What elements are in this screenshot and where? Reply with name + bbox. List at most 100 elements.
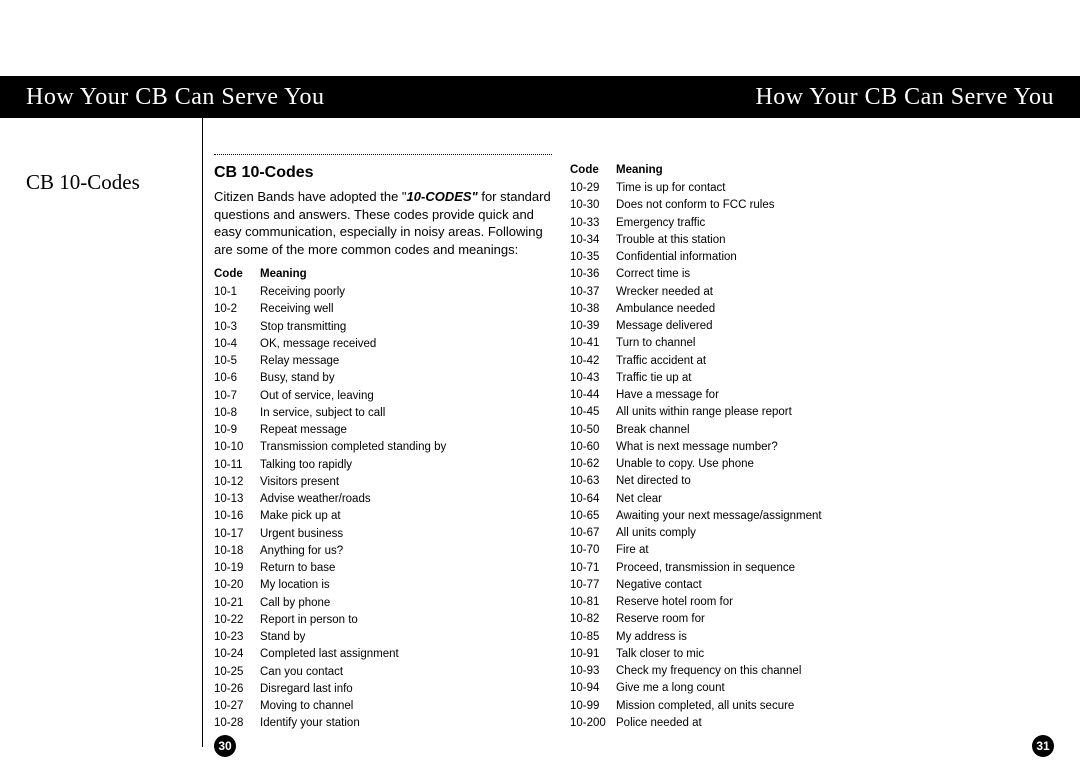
code-row: 10-37Wrecker needed at bbox=[570, 284, 1010, 301]
code-row: 10-45All units within range please repor… bbox=[570, 404, 1010, 421]
code-row: 10-28Identify your station bbox=[214, 715, 552, 732]
code-row: 10-25Can you contact bbox=[214, 664, 552, 681]
meaning-cell: Make pick up at bbox=[260, 508, 552, 525]
meaning-cell: Net clear bbox=[616, 491, 1010, 508]
meaning-cell: Unable to copy. Use phone bbox=[616, 456, 1010, 473]
code-row: 10-41Turn to channel bbox=[570, 335, 1010, 352]
codes-right-list: 10-29Time is up for contact10-30Does not… bbox=[570, 180, 1010, 732]
code-cell: 10-20 bbox=[214, 577, 260, 594]
code-row: 10-23Stand by bbox=[214, 629, 552, 646]
code-row: 10-6Busy, stand by bbox=[214, 370, 552, 387]
code-row: 10-64Net clear bbox=[570, 491, 1010, 508]
code-cell: 10-36 bbox=[570, 266, 616, 283]
code-row: 10-26Disregard last info bbox=[214, 681, 552, 698]
code-row: 10-5Relay message bbox=[214, 353, 552, 370]
meaning-cell: All units comply bbox=[616, 525, 1010, 542]
meaning-cell: Awaiting your next message/assignment bbox=[616, 508, 1010, 525]
code-cell: 10-63 bbox=[570, 473, 616, 490]
code-cell: 10-94 bbox=[570, 680, 616, 697]
meaning-cell: Relay message bbox=[260, 353, 552, 370]
code-row: 10-34Trouble at this station bbox=[570, 232, 1010, 249]
code-cell: 10-2 bbox=[214, 301, 260, 318]
code-row: 10-13Advise weather/roads bbox=[214, 491, 552, 508]
meaning-cell: Ambulance needed bbox=[616, 301, 1010, 318]
code-cell: 10-67 bbox=[570, 525, 616, 542]
meaning-cell: Busy, stand by bbox=[260, 370, 552, 387]
meaning-cell: Turn to channel bbox=[616, 335, 1010, 352]
code-cell: 10-12 bbox=[214, 474, 260, 491]
code-cell: 10-93 bbox=[570, 663, 616, 680]
meaning-cell: Correct time is bbox=[616, 266, 1010, 283]
code-cell: 10-22 bbox=[214, 612, 260, 629]
code-row: 10-19Return to base bbox=[214, 560, 552, 577]
meaning-cell: Traffic accident at bbox=[616, 353, 1010, 370]
meaning-cell: Urgent business bbox=[260, 526, 552, 543]
code-cell: 10-5 bbox=[214, 353, 260, 370]
sidebar-title: CB 10-Codes bbox=[26, 170, 140, 195]
code-header: Code bbox=[214, 268, 260, 280]
code-row: 10-2Receiving well bbox=[214, 301, 552, 318]
meaning-cell: Message delivered bbox=[616, 318, 1010, 335]
code-row: 10-77Negative contact bbox=[570, 577, 1010, 594]
codes-left-list: 10-1Receiving poorly10-2Receiving well10… bbox=[214, 284, 552, 733]
meaning-cell: Give me a long count bbox=[616, 680, 1010, 697]
code-cell: 10-45 bbox=[570, 404, 616, 421]
code-row: 10-4OK, message received bbox=[214, 336, 552, 353]
code-row: 10-29Time is up for contact bbox=[570, 180, 1010, 197]
meaning-cell: Trouble at this station bbox=[616, 232, 1010, 249]
meaning-cell: Moving to channel bbox=[260, 698, 552, 715]
code-cell: 10-43 bbox=[570, 370, 616, 387]
code-row: 10-62Unable to copy. Use phone bbox=[570, 456, 1010, 473]
code-cell: 10-62 bbox=[570, 456, 616, 473]
code-cell: 10-24 bbox=[214, 646, 260, 663]
code-cell: 10-7 bbox=[214, 388, 260, 405]
table-header-left: CodeMeaning bbox=[214, 268, 552, 280]
meaning-cell: Repeat message bbox=[260, 422, 552, 439]
content-area: CB 10-Codes CB 10-Codes Citizen Bands ha… bbox=[0, 118, 1080, 777]
meaning-cell: My address is bbox=[616, 629, 1010, 646]
intro-pre: Citizen Bands have adopted the " bbox=[214, 189, 407, 204]
code-cell: 10-17 bbox=[214, 526, 260, 543]
header-title-left: How Your CB Can Serve You bbox=[26, 84, 325, 111]
code-row: 10-10Transmission completed standing by bbox=[214, 439, 552, 456]
meaning-cell: Stop transmitting bbox=[260, 319, 552, 336]
code-row: 10-93Check my frequency on this channel bbox=[570, 663, 1010, 680]
code-cell: 10-10 bbox=[214, 439, 260, 456]
meaning-cell: Mission completed, all units secure bbox=[616, 698, 1010, 715]
code-row: 10-1Receiving poorly bbox=[214, 284, 552, 301]
code-cell: 10-71 bbox=[570, 560, 616, 577]
code-cell: 10-81 bbox=[570, 594, 616, 611]
code-cell: 10-39 bbox=[570, 318, 616, 335]
code-row: 10-3Stop transmitting bbox=[214, 319, 552, 336]
code-row: 10-16Make pick up at bbox=[214, 508, 552, 525]
meaning-header: Meaning bbox=[616, 164, 663, 176]
code-cell: 10-33 bbox=[570, 215, 616, 232]
code-row: 10-11Talking too rapidly bbox=[214, 457, 552, 474]
meaning-cell: Does not conform to FCC rules bbox=[616, 197, 1010, 214]
code-row: 10-20My location is bbox=[214, 577, 552, 594]
code-cell: 10-1 bbox=[214, 284, 260, 301]
code-cell: 10-200 bbox=[570, 715, 616, 732]
code-row: 10-44Have a message for bbox=[570, 387, 1010, 404]
meaning-cell: Reserve hotel room for bbox=[616, 594, 1010, 611]
meaning-cell: Completed last assignment bbox=[260, 646, 552, 663]
meaning-cell: Net directed to bbox=[616, 473, 1010, 490]
meaning-cell: My location is bbox=[260, 577, 552, 594]
code-row: 10-24Completed last assignment bbox=[214, 646, 552, 663]
code-row: 10-39Message delivered bbox=[570, 318, 1010, 335]
meaning-cell: In service, subject to call bbox=[260, 405, 552, 422]
code-header: Code bbox=[570, 164, 616, 176]
meaning-cell: Stand by bbox=[260, 629, 552, 646]
code-cell: 10-21 bbox=[214, 595, 260, 612]
code-cell: 10-42 bbox=[570, 353, 616, 370]
meaning-cell: Traffic tie up at bbox=[616, 370, 1010, 387]
code-row: 10-67All units comply bbox=[570, 525, 1010, 542]
code-row: 10-99Mission completed, all units secure bbox=[570, 698, 1010, 715]
code-cell: 10-44 bbox=[570, 387, 616, 404]
code-row: 10-33Emergency traffic bbox=[570, 215, 1010, 232]
code-cell: 10-34 bbox=[570, 232, 616, 249]
code-row: 10-17Urgent business bbox=[214, 526, 552, 543]
meaning-cell: Negative contact bbox=[616, 577, 1010, 594]
code-cell: 10-41 bbox=[570, 335, 616, 352]
code-row: 10-38Ambulance needed bbox=[570, 301, 1010, 318]
